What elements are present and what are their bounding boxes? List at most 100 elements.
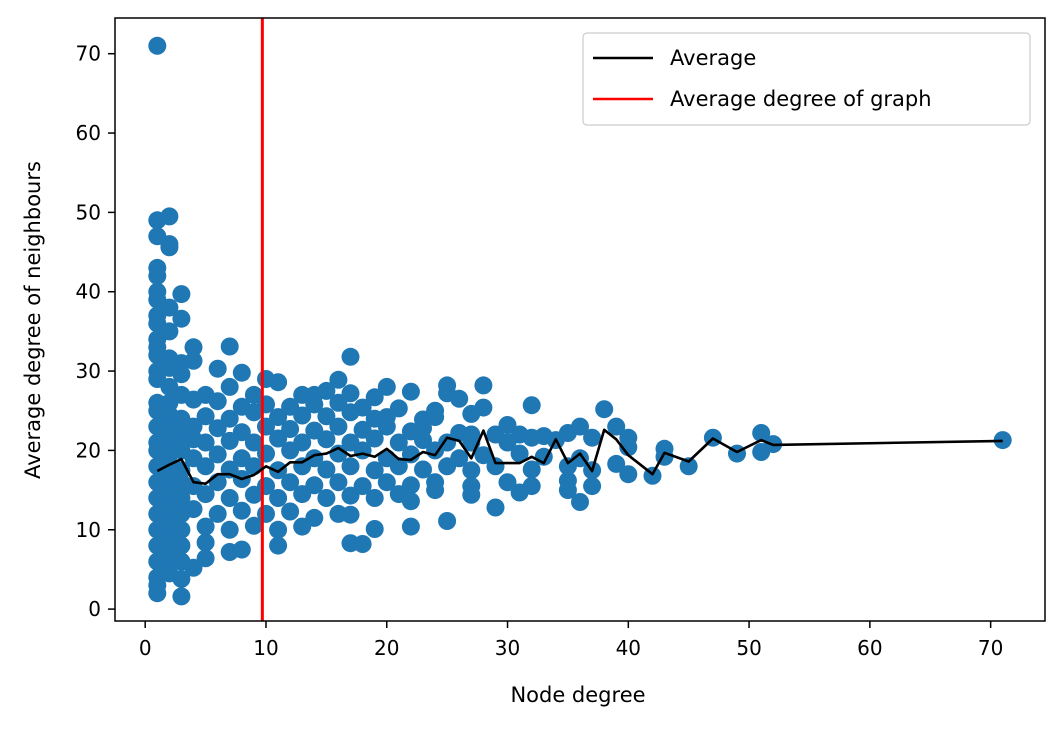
scatter-point <box>474 446 493 465</box>
scatter-point <box>244 516 263 535</box>
scatter-point <box>281 502 300 521</box>
scatter-point <box>172 520 191 539</box>
scatter-point <box>438 512 457 530</box>
scatter-point <box>281 420 300 438</box>
scatter-point <box>377 473 396 492</box>
scatter-point <box>184 338 203 357</box>
scatter-point <box>353 441 372 460</box>
scatter-point <box>184 390 203 409</box>
scatter-point <box>607 417 626 436</box>
scatter-point <box>232 540 251 559</box>
scatter-point <box>208 504 227 523</box>
scatter-point <box>401 382 420 401</box>
scatter-point <box>486 498 505 517</box>
scatter-point <box>993 431 1012 450</box>
scatter-point <box>184 558 203 577</box>
y-tick-label: 10 <box>76 518 101 542</box>
scatter-point <box>148 266 167 285</box>
scatter-points <box>148 36 1012 606</box>
scatter-point <box>414 460 432 479</box>
scatter-point <box>317 407 336 426</box>
scatter-point <box>365 388 384 407</box>
scatter-point <box>244 385 263 404</box>
scatter-point <box>293 517 312 536</box>
plot-frame <box>114 17 1046 622</box>
scatter-point <box>389 433 408 452</box>
scatter-point <box>244 403 263 422</box>
scatter-point <box>450 389 469 408</box>
scatter-point <box>353 477 372 496</box>
scatter-point <box>365 461 384 480</box>
scatter-point <box>607 454 626 473</box>
scatter-point <box>293 406 312 425</box>
scatter-point <box>571 493 589 511</box>
legend-box <box>582 32 1031 126</box>
scatter-point <box>571 417 589 436</box>
scatter-point <box>341 486 360 505</box>
x-axis: 0 10 20 30 40 50 60 70 <box>139 621 1003 660</box>
scatter-point <box>462 485 481 504</box>
average-line <box>156 428 1003 486</box>
scatter-point <box>269 536 288 555</box>
scatter-point <box>401 492 420 511</box>
scatter-point <box>752 424 771 442</box>
scatter-point <box>341 384 360 403</box>
x-tick-label: 60 <box>857 636 882 660</box>
scatter-point <box>208 445 227 464</box>
legend: Average Average degree of graph <box>582 32 1031 126</box>
scatter-point <box>160 238 179 257</box>
scatter-point <box>341 505 360 524</box>
scatter-point <box>196 407 215 426</box>
scatter-point <box>438 457 457 476</box>
y-tick-label: 0 <box>88 597 101 621</box>
scatter-point <box>341 347 360 366</box>
scatter-point <box>269 520 288 539</box>
scatter-point <box>148 584 167 603</box>
x-axis-label: Node degree <box>510 683 645 707</box>
scatter-point <box>558 457 577 476</box>
scatter-point <box>377 377 396 396</box>
scatter-point <box>522 460 541 479</box>
scatter-point <box>281 473 300 492</box>
scatter-point <box>220 520 239 539</box>
scatter-point <box>244 485 263 504</box>
y-tick-label: 20 <box>76 438 101 462</box>
scatter-point <box>317 430 336 449</box>
scatter-point <box>220 377 239 396</box>
scatter-point <box>329 393 348 412</box>
scatter-point <box>232 501 251 520</box>
scatter-point <box>498 433 517 452</box>
scatter-point <box>196 433 215 452</box>
scatter-point <box>196 533 215 552</box>
scatter-point <box>522 396 541 415</box>
scatter-point <box>184 500 203 519</box>
y-tick-label: 50 <box>76 200 101 224</box>
scatter-point <box>220 489 239 507</box>
scatter-point <box>208 419 227 438</box>
scatter-point <box>172 309 191 328</box>
scatter-point <box>329 473 348 492</box>
scatter-point <box>583 428 602 447</box>
scatter-point <box>365 489 384 507</box>
y-tick-label: 30 <box>76 359 101 383</box>
scatter-point <box>269 489 288 507</box>
scatter-point <box>184 351 203 370</box>
scatter-point <box>498 416 517 434</box>
x-tick-label: 70 <box>978 636 1003 660</box>
x-tick-label: 40 <box>616 636 641 660</box>
scatter-point <box>208 392 227 411</box>
scatter-point <box>401 517 420 536</box>
scatter-point <box>196 549 215 568</box>
scatter-point <box>365 520 384 538</box>
scatter-point <box>172 569 191 588</box>
scatter-point <box>329 370 348 389</box>
y-tick-label: 40 <box>76 280 101 304</box>
y-axis-label: Average degree of neighbours <box>21 161 45 479</box>
scatter-point <box>160 207 179 226</box>
scatter-point <box>172 285 191 304</box>
scatter-point <box>498 473 517 492</box>
scatter-point <box>172 536 191 555</box>
legend-label-average-degree-of-graph: Average degree of graph <box>670 87 932 111</box>
x-tick-label: 30 <box>495 636 520 660</box>
